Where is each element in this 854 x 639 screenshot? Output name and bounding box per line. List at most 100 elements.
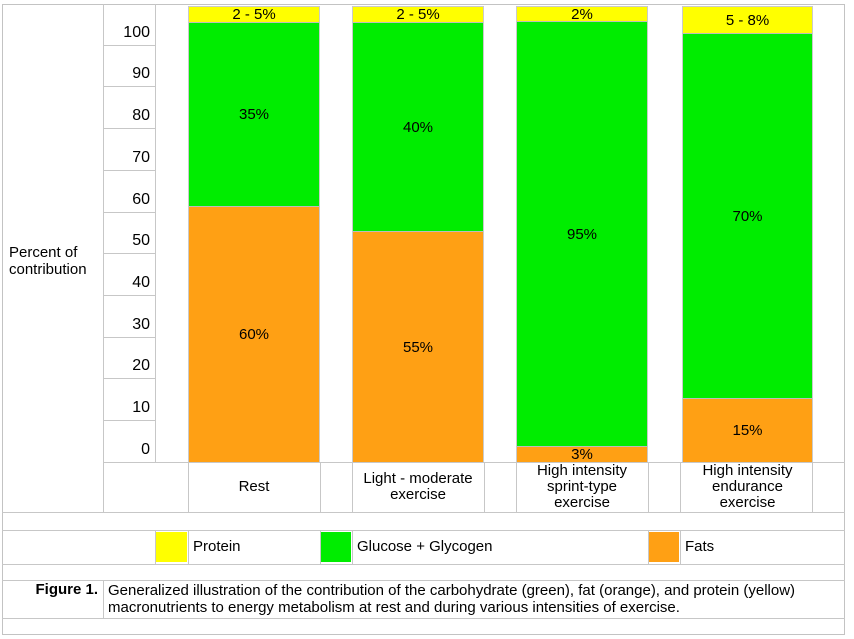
segment-value-label: 2% — [571, 5, 593, 23]
segment-glucose-glycogen: 40% — [353, 23, 483, 232]
category-line: Rest — [238, 478, 270, 495]
cell-divider — [188, 462, 189, 512]
x-category-high-intensity-sprint-type-exercise: High intensity sprint-type exercise — [516, 463, 648, 511]
gridline — [155, 4, 156, 462]
legend-label-glucose-glycogen: Glucose + Glycogen — [357, 538, 493, 555]
cell-divider — [680, 530, 681, 564]
x-category-light-moderate-exercise: Light - moderate exercise — [352, 463, 484, 511]
figure-caption-tag: Figure 1. — [35, 581, 98, 598]
bar-rest: 2 - 5% 35% 60% — [188, 6, 320, 462]
row-divider — [2, 564, 845, 565]
legend-swatch-fats — [649, 532, 679, 562]
y-axis-title-line1: Percent of — [9, 244, 78, 261]
y-tick-line-60 — [104, 212, 155, 213]
y-tick-line-10 — [104, 420, 155, 421]
segment-value-label: 5 - 8% — [725, 11, 770, 29]
segment-glucose-glycogen: 95% — [517, 22, 647, 447]
category-line: endurance — [712, 478, 783, 495]
bar-high-intensity-endurance-exercise: 5 - 8% 70% 15% — [682, 6, 813, 462]
row-divider — [2, 580, 845, 581]
category-line: exercise — [390, 486, 446, 503]
segment-protein: 5 - 8% — [683, 7, 812, 34]
row-divider — [2, 618, 845, 619]
segment-fats: 60% — [189, 207, 319, 462]
category-line: High intensity — [702, 462, 793, 479]
y-tick-label: 0 — [141, 441, 150, 458]
cell-divider — [516, 462, 517, 512]
cell-divider — [155, 530, 156, 564]
y-tick-line-70 — [104, 170, 155, 171]
x-category-rest: Rest — [188, 463, 320, 511]
cell-divider — [352, 530, 353, 564]
y-tick-label: 10 — [132, 399, 150, 416]
row-divider — [2, 512, 845, 513]
category-line: sprint-type — [546, 478, 618, 495]
cell-divider — [188, 530, 189, 564]
segment-value-label: 95% — [566, 225, 598, 243]
category-line: Light - moderate — [363, 470, 473, 487]
bar-high-intensity-sprint-type-exercise: 2% 95% 3% — [516, 5, 648, 463]
segment-protein: 2 - 5% — [189, 6, 319, 23]
legend-swatch-protein — [156, 532, 187, 562]
cell-divider — [484, 462, 485, 512]
table-outer-border — [2, 4, 845, 635]
segment-fats: 15% — [683, 399, 812, 462]
y-tick-line-40 — [104, 295, 155, 296]
gridline — [103, 4, 104, 512]
y-tick-line-100 — [104, 45, 155, 46]
y-tick-line-90 — [104, 86, 155, 87]
legend-swatch-glucose-glycogen — [321, 532, 351, 562]
segment-value-label: 70% — [732, 207, 763, 225]
segment-value-label: 15% — [732, 422, 763, 439]
y-tick-line-30 — [104, 337, 155, 338]
category-line: High intensity — [536, 462, 628, 479]
y-tick-label: 30 — [132, 316, 150, 333]
figure-caption-line1: Generalized illustration of the contribu… — [108, 582, 796, 599]
y-tick-line-20 — [104, 378, 155, 379]
segment-value-label: 55% — [402, 338, 434, 356]
y-tick-label: 80 — [132, 107, 150, 124]
segment-protein: 2% — [517, 5, 647, 23]
legend-label-fats: Fats — [685, 538, 715, 555]
segment-value-label: 3% — [571, 446, 593, 463]
segment-value-label: 35% — [238, 106, 270, 123]
y-tick-label: 90 — [132, 65, 150, 82]
cell-divider — [680, 462, 681, 512]
segment-value-label: 2 - 5% — [232, 6, 276, 23]
y-tick-label: 50 — [132, 232, 150, 249]
legend-label-protein: Protein — [193, 538, 241, 555]
cell-divider — [648, 462, 649, 512]
y-tick-label: 100 — [123, 24, 150, 41]
y-axis-title-line2: contribution — [9, 261, 87, 278]
cell-divider — [320, 530, 321, 564]
cell-divider — [812, 462, 813, 512]
y-axis-title: Percent of contribution — [9, 244, 87, 278]
category-line: exercise — [719, 494, 776, 511]
figure-caption: Generalized illustration of the contribu… — [108, 582, 795, 616]
y-tick-label: 40 — [132, 274, 150, 291]
segment-value-label: 40% — [402, 118, 434, 136]
y-tick-label: 20 — [132, 357, 150, 374]
row-divider — [2, 530, 845, 531]
y-tick-line-80 — [104, 128, 155, 129]
bar-light-moderate-exercise: 2 - 5% 40% 55% — [352, 6, 484, 462]
cell-divider — [103, 580, 104, 618]
segment-fats: 55% — [353, 232, 483, 462]
cell-divider — [320, 462, 321, 512]
y-tick-label: 60 — [132, 191, 150, 208]
x-category-high-intensity-endurance-exercise: High intensity endurance exercise — [682, 463, 813, 511]
segment-fats: 3% — [517, 446, 647, 463]
cell-divider — [648, 530, 649, 564]
segment-value-label: 60% — [238, 326, 270, 343]
segment-glucose-glycogen: 70% — [683, 34, 812, 399]
segment-value-label: 2 - 5% — [396, 6, 440, 23]
segment-glucose-glycogen: 35% — [189, 23, 319, 207]
segment-protein: 2 - 5% — [353, 6, 483, 23]
x-axis-baseline — [103, 462, 845, 463]
y-tick-line-50 — [104, 253, 155, 254]
category-line: exercise — [554, 494, 610, 511]
cell-divider — [352, 462, 353, 512]
figure-caption-line2: macronutrients to energy metabolism at r… — [108, 599, 680, 616]
y-tick-label: 70 — [132, 149, 150, 166]
